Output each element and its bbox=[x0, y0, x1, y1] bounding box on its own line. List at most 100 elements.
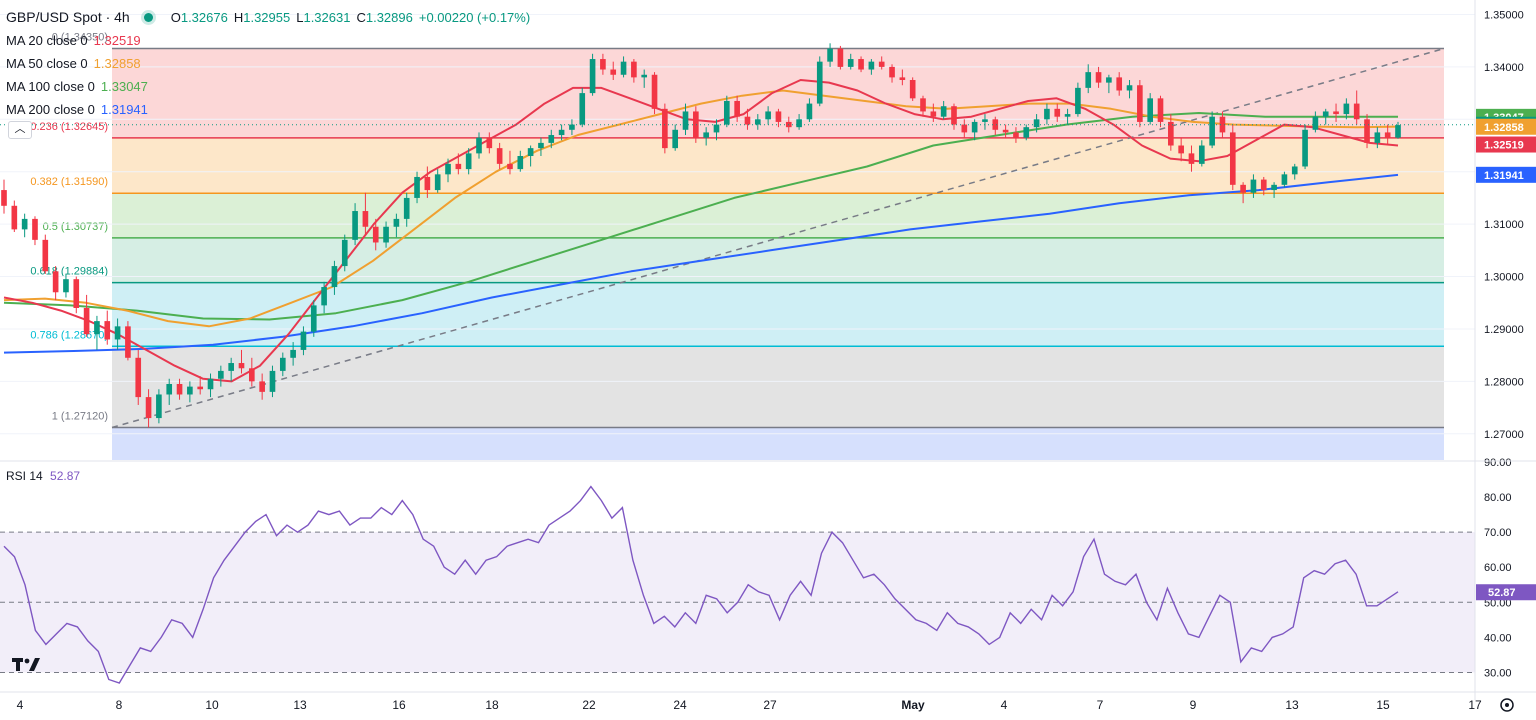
candle-body bbox=[279, 357, 286, 371]
price-badge-text: 1.31941 bbox=[1484, 170, 1524, 182]
candle bbox=[920, 95, 926, 117]
fib-zone bbox=[112, 193, 1444, 238]
candle-body bbox=[414, 176, 420, 198]
time-tick-label: 9 bbox=[1190, 698, 1197, 712]
ma20-value: 1.32519 bbox=[93, 33, 141, 48]
candle-body bbox=[94, 321, 100, 335]
candle-body bbox=[476, 137, 482, 154]
candle bbox=[207, 373, 214, 398]
rsi-tick-label: 60.00 bbox=[1484, 562, 1512, 574]
rsi-label[interactable]: RSI 14 bbox=[6, 469, 43, 483]
candle bbox=[279, 352, 286, 377]
candle-body bbox=[610, 69, 617, 75]
candle-body bbox=[1229, 132, 1236, 185]
time-tick-label: 4 bbox=[1001, 698, 1008, 712]
candle bbox=[1209, 111, 1215, 149]
candle-body bbox=[1064, 114, 1071, 117]
candle bbox=[827, 43, 833, 67]
rsi-tick-label: 80.00 bbox=[1484, 492, 1512, 504]
candle-body bbox=[816, 61, 823, 104]
candle bbox=[187, 381, 193, 403]
candle bbox=[310, 300, 317, 337]
price-tick-label: 1.29000 bbox=[1484, 324, 1524, 336]
candle-body bbox=[982, 119, 988, 122]
price-tick-label: 1.30000 bbox=[1484, 272, 1524, 284]
candle-body bbox=[166, 384, 173, 395]
candle-body bbox=[383, 226, 389, 243]
fib-level-label: 0.236 (1.32645) bbox=[30, 121, 108, 133]
ma-row-100[interactable]: MA 100 close 0 1.33047 bbox=[6, 75, 530, 98]
tradingview-logo-icon[interactable] bbox=[12, 654, 42, 674]
candle-body bbox=[837, 48, 844, 67]
price-tick-label: 1.28000 bbox=[1484, 376, 1524, 388]
candle bbox=[1002, 124, 1009, 138]
candle-body bbox=[1, 190, 7, 206]
rsi-tick-label: 50.00 bbox=[1484, 597, 1512, 609]
candle bbox=[703, 127, 709, 146]
time-tick-label: 18 bbox=[485, 698, 499, 712]
candle-body bbox=[341, 239, 348, 267]
candle-body bbox=[1002, 129, 1009, 133]
candle-body bbox=[1240, 184, 1246, 193]
rsi-tick-label: 90.00 bbox=[1484, 457, 1512, 469]
settings-gear-icon[interactable] bbox=[1500, 698, 1514, 712]
fibonacci-retracement[interactable]: 0 (1.34350) 0.236 (1.32645) 0.382 (1.31590… bbox=[30, 32, 1444, 460]
candle bbox=[94, 315, 100, 350]
rsi-tick-label: 30.00 bbox=[1484, 667, 1512, 679]
candle-body bbox=[1322, 111, 1329, 117]
candle bbox=[1364, 114, 1370, 149]
candle-body bbox=[878, 61, 885, 67]
candle bbox=[548, 129, 555, 149]
candle bbox=[517, 150, 524, 172]
gear-ring bbox=[1500, 698, 1514, 712]
candle bbox=[1023, 124, 1030, 141]
candle-body bbox=[1250, 179, 1257, 193]
candle-body bbox=[672, 129, 679, 149]
candle-body bbox=[486, 137, 493, 149]
candle bbox=[259, 373, 265, 400]
time-tick-label: 15 bbox=[1376, 698, 1390, 712]
price-tick-label: 1.31000 bbox=[1484, 219, 1524, 231]
high-value: 1.32955 bbox=[243, 10, 291, 25]
time-tick-label: 24 bbox=[673, 698, 687, 712]
candle bbox=[631, 59, 637, 83]
candle bbox=[1271, 182, 1277, 198]
candle-body bbox=[1178, 145, 1184, 154]
candle bbox=[651, 72, 658, 115]
candle-body bbox=[1291, 166, 1298, 175]
close-label: C bbox=[356, 10, 366, 25]
candle-body bbox=[63, 279, 69, 293]
symbol-title[interactable]: GBP/USD Spot · 4h bbox=[6, 9, 130, 25]
candle bbox=[909, 77, 916, 101]
candle-body bbox=[32, 218, 38, 240]
change-value: +0.00220 (+0.17%) bbox=[418, 10, 531, 25]
candle bbox=[434, 169, 441, 193]
collapse-legend-button[interactable]: ︿ bbox=[8, 121, 32, 139]
candle bbox=[940, 100, 947, 120]
candle-body bbox=[713, 124, 720, 133]
candle bbox=[806, 98, 813, 122]
rsi-panel: 90.00 80.00 70.00 60.00 50.00 40.00 30.00 52.87 bbox=[0, 457, 1536, 684]
candle bbox=[693, 106, 699, 143]
candle bbox=[1353, 90, 1360, 125]
ma20-label: MA 20 close 0 bbox=[6, 33, 88, 48]
candle-body bbox=[1260, 179, 1267, 191]
candle bbox=[1250, 174, 1257, 198]
candle bbox=[1312, 111, 1319, 133]
candle bbox=[341, 234, 348, 272]
candle-body bbox=[620, 61, 627, 75]
candle bbox=[145, 389, 152, 428]
candle-body bbox=[507, 163, 513, 170]
candle-body bbox=[1116, 77, 1123, 91]
candle bbox=[682, 103, 689, 136]
candle bbox=[1044, 103, 1050, 125]
ma-row-200[interactable]: MA 200 close 0 1.31941 bbox=[6, 98, 530, 121]
candle-body bbox=[868, 61, 875, 70]
ma-row-50[interactable]: MA 50 close 0 1.32858 bbox=[6, 52, 530, 75]
candle bbox=[331, 260, 338, 295]
price-tick-label: 1.35000 bbox=[1484, 9, 1524, 21]
candle-body bbox=[187, 386, 193, 395]
candle-body bbox=[1343, 103, 1350, 115]
ma-row-20[interactable]: MA 20 close 0 1.32519 bbox=[6, 29, 530, 52]
candle-body bbox=[465, 153, 472, 170]
